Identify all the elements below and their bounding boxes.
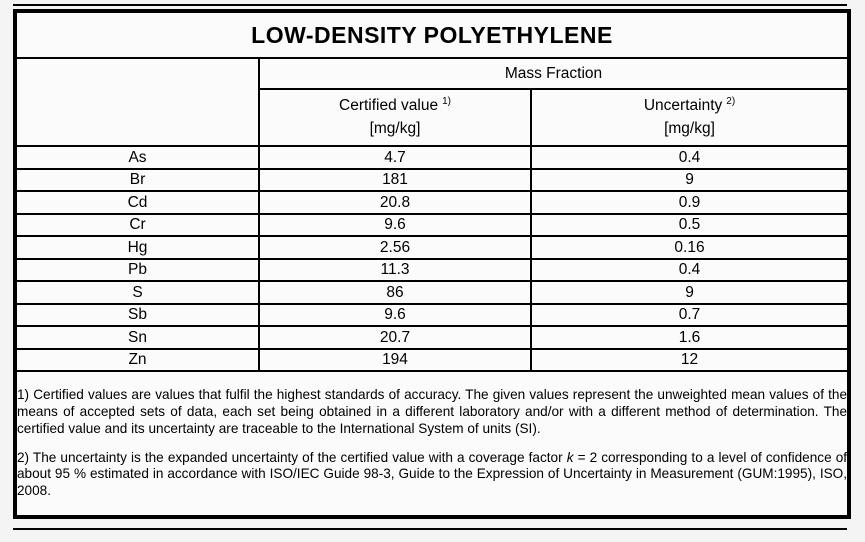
certified-value-cell: 20.8 <box>258 190 532 215</box>
element-cell: As <box>14 145 260 170</box>
certified-value-cell: 20.7 <box>258 325 532 350</box>
uncertainty-cell: 0.9 <box>529 190 851 215</box>
page-title: LOW-DENSITY POLYETHYLENE <box>13 10 851 59</box>
footnote-2: 2) The uncertainty is the expanded uncer… <box>17 450 847 501</box>
footnote-marker-1: 1) <box>442 95 451 107</box>
uncertainty-cell: 0.7 <box>529 302 851 327</box>
element-cell: Sn <box>14 325 260 350</box>
footnotes-cell: 1) Certified values are values that fulf… <box>13 370 851 518</box>
uncertainty-cell: 0.4 <box>529 145 851 170</box>
certified-value-cell: 86 <box>258 280 532 305</box>
footnote-marker-2: 2) <box>726 95 736 107</box>
element-cell: Cd <box>14 190 260 215</box>
column-header-label: Certified value 1) <box>260 95 530 118</box>
column-header-unit: [mg/kg] <box>664 119 715 137</box>
element-cell: Br <box>14 167 260 192</box>
certified-value-cell: 9.6 <box>258 212 532 237</box>
table-row: Br 181 9 <box>14 167 851 192</box>
footnotes-row: 1) Certified values are values that fulf… <box>13 370 851 518</box>
certified-value-cell: 181 <box>258 167 532 192</box>
certified-value-cell: 9.6 <box>258 302 532 327</box>
table-row: Cr 9.6 0.5 <box>14 212 851 237</box>
certified-value-cell: 2.56 <box>258 235 532 260</box>
table-row: Hg 2.56 0.16 <box>14 235 851 260</box>
column-header-unit: [mg/kg] <box>369 119 421 137</box>
uncertainty-cell: 0.5 <box>529 212 851 237</box>
corner-cell <box>14 57 260 147</box>
column-header-uncertainty: Uncertainty 2) [mg/kg] <box>529 88 851 147</box>
column-header-label: Uncertainty 2) <box>532 95 847 118</box>
footnote-2-k-symbol: k <box>566 449 574 465</box>
footnote-1: 1) Certified values are values that fulf… <box>17 386 848 436</box>
table-row: Sn 20.7 1.6 <box>14 325 851 350</box>
uncertainty-cell: 9 <box>529 280 851 305</box>
uncertainty-cell: 9 <box>529 167 851 192</box>
uncertainty-cell: 0.16 <box>529 235 851 260</box>
column-header-text: Certified value <box>339 97 439 115</box>
table-row: Pb 11.3 0.4 <box>14 257 851 282</box>
footnote-2-text: = 2 corresponding to a level of confiden… <box>17 449 848 499</box>
table-row: Cd 20.8 0.9 <box>14 190 851 215</box>
element-cell: Pb <box>14 257 260 282</box>
group-header-row: Mass Fraction <box>14 57 851 147</box>
element-cell: S <box>14 280 260 305</box>
uncertainty-cell: 12 <box>529 347 851 372</box>
certified-value-cell: 4.7 <box>258 145 532 170</box>
column-header-certified-value: Certified value 1) [mg/kg] <box>258 88 532 147</box>
element-cell: Sb <box>14 302 260 327</box>
group-header-mass-fraction: Mass Fraction <box>257 57 851 90</box>
footnote-2-text: 2) The uncertainty is the expanded uncer… <box>17 449 567 465</box>
column-header-row: Certified value 1) [mg/kg] Uncertainty 2) … <box>15 88 851 147</box>
column-header-text: Uncertainty <box>643 97 723 115</box>
certificate-table: LOW-DENSITY POLYETHYLENE Mass Fraction C… <box>13 9 852 519</box>
element-cell: Hg <box>14 235 260 260</box>
uncertainty-cell: 1.6 <box>529 325 851 350</box>
table-row: S 86 9 <box>14 280 851 305</box>
title-row: LOW-DENSITY POLYETHYLENE <box>13 10 851 59</box>
element-cell: Cr <box>14 212 260 237</box>
table-row: Sb 9.6 0.7 <box>14 302 851 327</box>
table-row: As 4.7 0.4 <box>14 145 851 170</box>
element-cell: Zn <box>14 347 260 372</box>
certified-value-cell: 11.3 <box>258 257 532 282</box>
top-rule <box>13 4 847 6</box>
table-row: Zn 194 12 <box>14 347 851 372</box>
uncertainty-cell: 0.4 <box>529 257 851 282</box>
certified-value-cell: 194 <box>258 347 532 372</box>
bottom-rule <box>13 528 847 530</box>
